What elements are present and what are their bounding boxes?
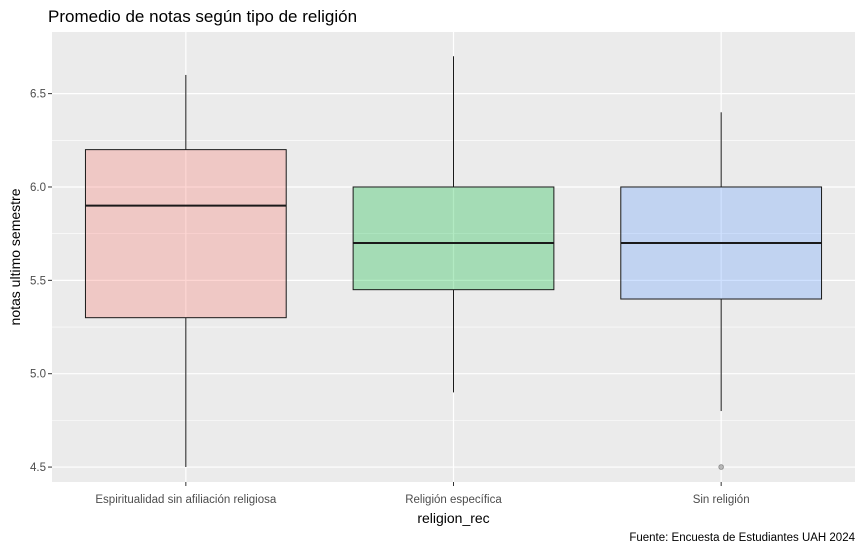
box [352, 186, 555, 291]
x-axis: Espiritualidad sin afiliación religiosa R… [95, 482, 750, 506]
outlier-point [718, 464, 725, 470]
chart-caption: Fuente: Encuesta de Estudiantes UAH 2024 [629, 532, 855, 544]
chart-title: Promedio de notas según tipo de religión [48, 7, 357, 26]
x-axis-title: religion_rec [417, 510, 489, 526]
y-tick-label: 5.0 [30, 369, 46, 381]
y-axis: 4.5 5.0 5.5 6.0 6.5 [30, 89, 52, 474]
y-axis-title: notas ultimo semestre [7, 188, 23, 325]
x-tick-label: Sin religión [693, 494, 750, 506]
box-group [352, 56, 555, 393]
x-tick-label: Espiritualidad sin afiliación religiosa [95, 494, 277, 506]
y-tick-label: 4.5 [30, 462, 46, 474]
boxes [84, 56, 823, 470]
box-group [84, 74, 287, 468]
y-tick-label: 6.0 [30, 182, 46, 194]
y-tick-label: 5.5 [30, 275, 46, 287]
box [84, 149, 287, 319]
x-tick-label: Religión específica [405, 494, 502, 506]
box-group [620, 112, 823, 470]
y-tick-label: 6.5 [30, 89, 46, 101]
